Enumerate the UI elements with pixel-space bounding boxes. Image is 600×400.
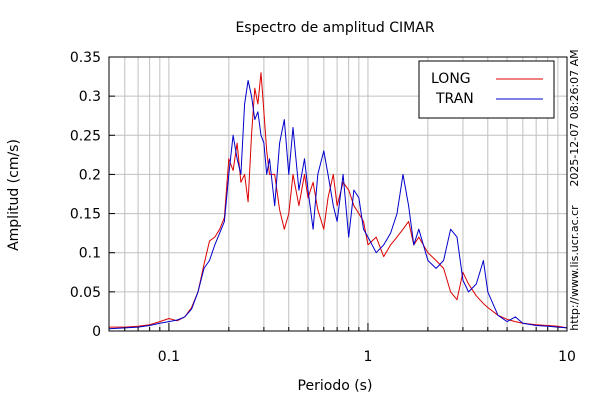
y-tick-label: 0.2 [79, 167, 101, 183]
x-tick-label: 0.1 [158, 349, 180, 365]
y-tick-label: 0.25 [70, 128, 101, 144]
plot-frame [108, 56, 568, 332]
x-tick-label: 10 [558, 349, 576, 365]
timestamp-annotation: 2025-12-07 08:26:07 AM [568, 49, 581, 186]
y-tick-label: 0.05 [70, 285, 101, 301]
legend-label-long: LONG [431, 71, 471, 87]
y-tick-label: 0.35 [70, 50, 101, 66]
chart-title: Espectro de amplitud CIMAR [235, 20, 434, 36]
x-tick-label: 1 [363, 349, 372, 365]
y-tick-label: 0.15 [70, 207, 101, 223]
series-line-tran [109, 80, 567, 330]
y-axis-label: Amplitud (cm/s) [6, 139, 22, 251]
series-layer [109, 72, 567, 330]
x-axis-label: Periodo (s) [298, 378, 373, 394]
y-tick-label: 0 [92, 324, 101, 340]
url-annotation: http://www.lis.ucr.ac.cr [568, 205, 581, 331]
legend: LONG TRAN [418, 60, 555, 119]
y-tick-label: 0.1 [79, 246, 101, 262]
y-tick-label: 0.3 [79, 89, 101, 105]
legend-box [418, 60, 555, 119]
legend-label-tran: TRAN [435, 91, 474, 107]
axis-ticks: 0 0.05 0.1 0.15 0.2 0.25 0.3 0.35 0.1 1 10 [70, 50, 576, 365]
